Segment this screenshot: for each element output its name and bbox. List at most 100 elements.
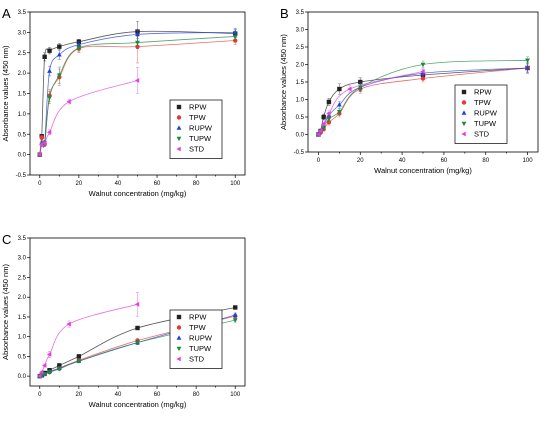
- y-tick-label: 2.0: [18, 295, 27, 301]
- data-point: [233, 305, 238, 310]
- data-point: [420, 76, 426, 81]
- data-point: [134, 78, 140, 83]
- x-axis-label: Walnut concentration (mg/kg): [89, 189, 187, 198]
- y-tick-label: 0.0: [296, 133, 305, 139]
- y-tick-label: 2.5: [18, 51, 27, 57]
- data-point: [326, 120, 332, 125]
- data-point: [315, 132, 321, 137]
- y-tick-label: 1.0: [296, 98, 305, 104]
- series-line: [39, 80, 138, 155]
- x-tick-label: 80: [193, 392, 200, 398]
- data-point: [135, 340, 140, 346]
- data-point: [232, 318, 238, 323]
- data-point: [47, 370, 52, 375]
- legend-marker: [176, 314, 182, 320]
- y-tick-label: 1.0: [18, 335, 27, 341]
- legend-marker: [176, 146, 181, 152]
- data-point: [420, 69, 425, 74]
- legend-marker: [176, 115, 182, 120]
- x-tick-label: 20: [76, 392, 83, 398]
- x-tick-label: 100: [230, 181, 241, 187]
- x-tick-label: 100: [230, 392, 241, 398]
- legend-entry-label: TPW: [189, 113, 207, 122]
- chart-panel-C: C 0 20 40 60 80 100 0.0 0.5 1.0 1.5 2.0 2.5 3.0 3.5 Wal…: [1, 232, 246, 409]
- data-point: [46, 352, 52, 357]
- y-tick-label: 3.5: [296, 10, 305, 16]
- data-point: [39, 369, 44, 375]
- data-point: [525, 58, 530, 63]
- legend-entry-label: RUPW: [189, 334, 213, 343]
- data-point: [420, 62, 426, 68]
- y-axis-label: Absorbance values (450 nm): [1, 264, 10, 360]
- data-point: [37, 373, 42, 379]
- data-point: [42, 363, 47, 368]
- data-point: [46, 129, 52, 135]
- legend-entry-label: STD: [189, 355, 205, 364]
- data-point: [232, 312, 238, 317]
- y-tick-label: 3.0: [18, 30, 27, 36]
- data-point: [135, 31, 140, 37]
- data-point: [232, 29, 238, 35]
- data-point: [232, 34, 238, 40]
- legend-entry-label: TUPW: [474, 119, 497, 128]
- data-point: [321, 114, 326, 120]
- chart-panel-B: B 0 20 40 60 80 100 -0.5 0.0 0.5 1.0 1.5 2.0 2.5 3.0 3.…: [279, 6, 539, 175]
- legend-marker: [461, 131, 466, 137]
- x-tick-label: 40: [115, 392, 122, 398]
- data-point: [42, 140, 47, 146]
- series-line: [39, 303, 138, 377]
- x-tick-label: 80: [482, 158, 489, 164]
- y-tick-label: 3.0: [18, 256, 27, 262]
- legend-marker: [461, 89, 467, 95]
- y-tick-label: -0.5: [294, 150, 305, 156]
- x-tick-label: 20: [76, 181, 83, 187]
- legend-entry-label: TUPW: [189, 134, 212, 143]
- x-tick-label: 0: [38, 181, 42, 187]
- y-tick-label: 0.0: [18, 374, 27, 380]
- legend-marker: [461, 110, 467, 115]
- legend-entry-label: TUPW: [189, 344, 212, 353]
- data-point: [76, 46, 82, 51]
- data-point: [326, 111, 331, 116]
- x-tick-label: 60: [441, 158, 448, 164]
- y-tick-label: 0.5: [296, 115, 305, 121]
- y-tick-label: 2.5: [296, 45, 305, 51]
- legend-entry-label: RUPW: [474, 109, 498, 118]
- data-point: [39, 135, 44, 140]
- legend-marker: [176, 136, 182, 142]
- x-tick-label: 60: [154, 181, 161, 187]
- legend-entry-label: TPW: [189, 323, 207, 332]
- legend-entry-label: STD: [474, 130, 490, 139]
- x-tick-label: 40: [399, 158, 406, 164]
- legend-entry-label: STD: [189, 145, 205, 154]
- legend-marker: [176, 356, 181, 362]
- chart-panel-A: A 0 20 40 60 80 100 -0.5 0.0 0.5 1.0 1.5 2.0 2.5 3.0 3.…: [1, 6, 246, 198]
- x-tick-label: 60: [154, 392, 161, 398]
- legend-marker: [461, 100, 467, 105]
- y-tick-label: 1.5: [18, 315, 27, 321]
- data-point: [56, 52, 62, 57]
- data-point: [56, 367, 62, 372]
- data-point: [326, 116, 332, 122]
- x-tick-label: 0: [38, 392, 42, 398]
- data-point: [37, 152, 42, 158]
- plot-area: [37, 21, 238, 158]
- legend-marker: [176, 325, 182, 330]
- data-point: [57, 44, 62, 49]
- data-point: [525, 65, 530, 70]
- data-point: [47, 48, 52, 53]
- x-tick-label: 0: [317, 158, 321, 164]
- data-point: [326, 99, 332, 105]
- legend-marker: [176, 125, 182, 130]
- data-point: [337, 86, 342, 92]
- y-tick-label: 2.0: [18, 71, 27, 77]
- y-tick-label: -0.5: [16, 173, 27, 179]
- series-std: [315, 67, 425, 137]
- data-point: [66, 99, 71, 105]
- data-point: [347, 86, 352, 92]
- y-tick-label: 2.5: [18, 275, 27, 281]
- panel-label: A: [2, 6, 11, 21]
